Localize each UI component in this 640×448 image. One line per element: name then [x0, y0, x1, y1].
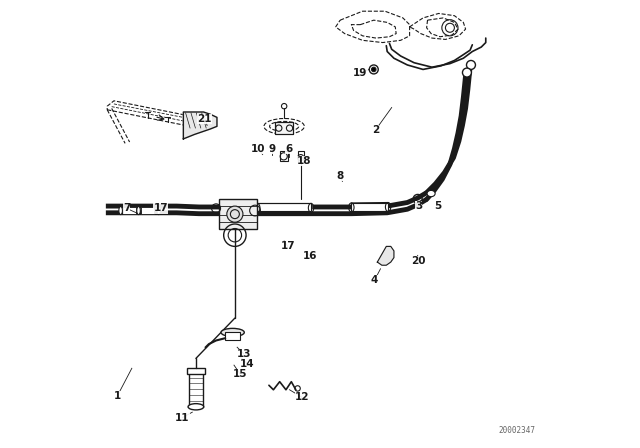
Bar: [280, 151, 288, 161]
Text: 13: 13: [237, 349, 251, 359]
Bar: [257, 203, 311, 211]
Polygon shape: [378, 246, 394, 265]
Text: 18: 18: [297, 156, 312, 166]
Text: 17: 17: [154, 203, 168, 213]
Text: 15: 15: [233, 369, 248, 379]
Text: 6: 6: [285, 144, 292, 154]
Text: 11: 11: [175, 413, 189, 422]
Bar: [275, 122, 293, 134]
Bar: [189, 373, 203, 407]
Text: 1: 1: [113, 392, 121, 401]
Text: 19: 19: [353, 68, 367, 78]
Text: 7: 7: [123, 203, 130, 213]
Circle shape: [227, 206, 243, 222]
Polygon shape: [183, 112, 217, 139]
Text: 5: 5: [434, 201, 441, 211]
Ellipse shape: [221, 328, 244, 336]
Ellipse shape: [157, 207, 161, 215]
Bar: [219, 199, 257, 229]
Text: 14: 14: [240, 359, 255, 369]
Ellipse shape: [188, 404, 204, 410]
Bar: [351, 203, 388, 211]
Bar: [187, 368, 205, 374]
Circle shape: [371, 67, 376, 72]
Text: 8: 8: [337, 171, 344, 181]
Circle shape: [467, 60, 476, 69]
Text: 21: 21: [198, 114, 212, 124]
Text: 20002347: 20002347: [498, 426, 535, 435]
Text: 4: 4: [371, 275, 378, 285]
Text: 2: 2: [372, 125, 379, 135]
Text: 3: 3: [415, 201, 422, 211]
Ellipse shape: [427, 190, 435, 197]
Ellipse shape: [137, 207, 140, 215]
Text: 10: 10: [251, 144, 266, 154]
Text: 17: 17: [280, 241, 295, 251]
Bar: [275, 122, 293, 134]
Bar: [141, 207, 154, 214]
Text: 20: 20: [412, 256, 426, 266]
Text: 12: 12: [295, 392, 309, 402]
Bar: [225, 332, 240, 340]
Ellipse shape: [119, 207, 122, 215]
Circle shape: [463, 68, 472, 77]
Bar: [298, 151, 305, 162]
Text: 16: 16: [303, 251, 317, 261]
Bar: [123, 207, 136, 214]
Text: 9: 9: [268, 144, 275, 154]
